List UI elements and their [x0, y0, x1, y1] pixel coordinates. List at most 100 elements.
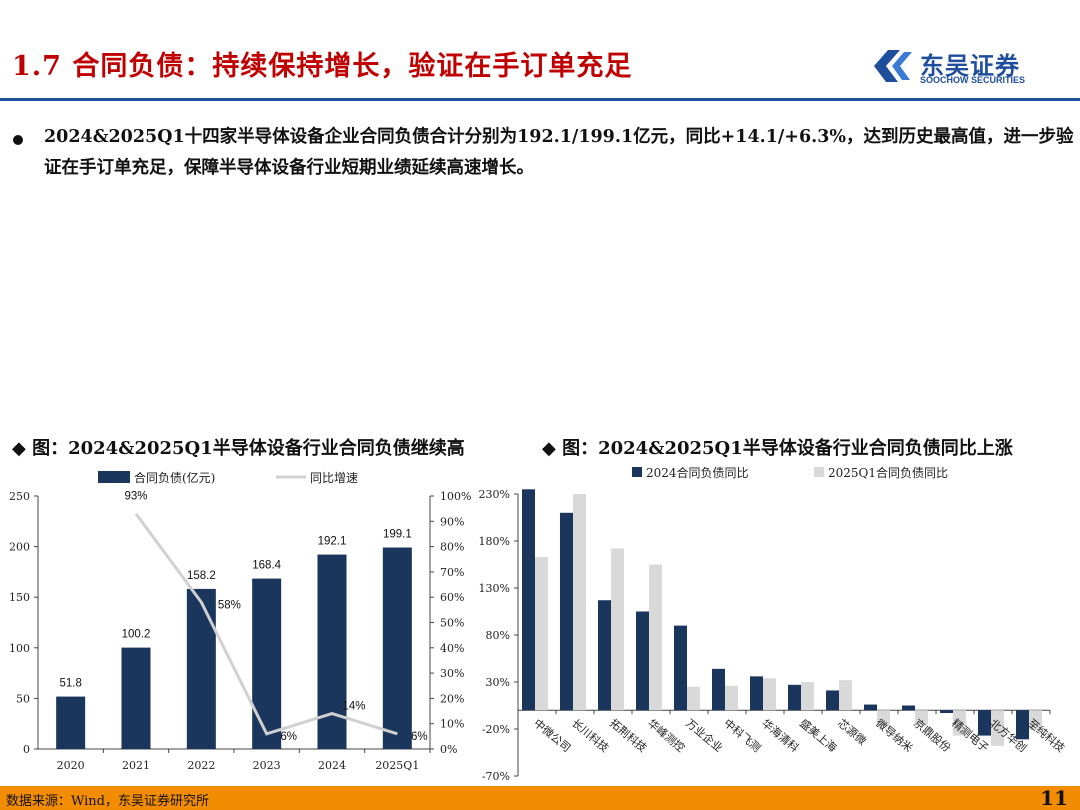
growth-value-label: 14%: [342, 701, 365, 713]
bar-华海清科-2024: [750, 676, 763, 711]
bar-中微公司-2024: [522, 489, 535, 711]
legend-swatch-2025q1: [814, 467, 824, 477]
y-tick-label: -20%: [482, 723, 510, 736]
legend-swatch-bars: [98, 471, 130, 483]
y-tick-label: 230%: [479, 488, 510, 501]
bar-微导纳米-2024: [864, 704, 877, 711]
x-tick-label: 中微公司: [531, 716, 574, 755]
bar-value-label: 168.4: [252, 560, 281, 572]
y-tick-label-left: 150: [9, 591, 30, 604]
chart-yoy-growth: 2024合同负债同比 2025Q1合同负债同比 230% 180% 130% 80% 30%…: [479, 465, 1068, 783]
bar-2021: [121, 647, 151, 749]
x-tick-label: 至纯科技: [1025, 716, 1068, 755]
bullet-icon: [13, 135, 23, 145]
bar-value-label: 192.1: [318, 536, 347, 548]
footer-source: 数据来源：Wind，东吴证券研究所: [6, 794, 209, 809]
logo-mark-icon: [874, 50, 912, 82]
y-tick-label-right: 0%: [440, 743, 457, 756]
legend-label-line: 同比增速: [310, 471, 358, 485]
x-tick-label: 万业企业: [683, 716, 726, 755]
y-tick-label-right: 40%: [440, 642, 464, 655]
legend-label-2024: 2024合同负债同比: [646, 465, 749, 480]
y-tick-label: 130%: [479, 582, 510, 595]
y-tick-label-right: 90%: [440, 515, 464, 528]
bar-value-label: 199.1: [383, 529, 412, 541]
bar-北方华创-2025q1: [991, 710, 1004, 746]
growth-value-label: 6%: [411, 731, 428, 743]
bar-至纯科技-2025q1: [1029, 710, 1042, 730]
y-tick-label-right: 60%: [440, 591, 464, 604]
x-tick-label: 芯源微: [835, 716, 869, 748]
chart1-title: ◆ 图：2024&2025Q1半导体设备行业合同负债继续高: [12, 438, 465, 459]
bar-精测电子-2025q1: [953, 710, 966, 736]
bar-value-label: 100.2: [122, 629, 151, 641]
growth-line: [134, 512, 398, 736]
bar-2020: [56, 696, 86, 749]
y-tick-label: -70%: [482, 770, 510, 783]
bar-万业企业-2025q1: [687, 686, 700, 711]
y-tick-label: 180%: [479, 535, 510, 548]
x-tick-label: 拓荆科技: [607, 716, 650, 755]
bar-微导纳米-2025q1: [877, 710, 890, 727]
legend-swatch-2024: [632, 467, 642, 477]
bar-中微公司-2025q1: [535, 556, 548, 711]
bar-中科飞测-2025q1: [725, 685, 738, 711]
growth-value-label: 93%: [124, 491, 147, 503]
bar-万业企业-2024: [674, 625, 687, 711]
chart2-title: ◆ 图：2024&2025Q1半导体设备行业合同负债同比上涨: [542, 438, 1013, 459]
x-tick-label: 2020: [57, 759, 85, 772]
footer-bar: 数据来源：Wind，东吴证券研究所 11: [0, 786, 1080, 810]
page-title: 1.7 合同负债：持续保持增长，验证在手订单充足: [12, 51, 633, 82]
y-tick-label-left: 0: [23, 743, 30, 756]
x-tick-label: 京鼎股份: [911, 716, 954, 755]
x-tick-label: 微导纳米: [873, 716, 916, 755]
y-tick-label-right: 70%: [440, 566, 464, 579]
y-tick-label-right: 100%: [440, 490, 471, 503]
y-tick-label-right: 30%: [440, 667, 464, 680]
x-tick-label: 2024: [318, 759, 346, 772]
summary-paragraph: 2024&2025Q1十四家半导体设备企业合同负债合计分别为192.1/199.…: [44, 127, 1074, 178]
bar-2023: [252, 578, 282, 749]
legend-label-2025q1: 2025Q1合同负债同比: [828, 465, 948, 480]
bar-京鼎股份-2024: [902, 705, 915, 711]
bar-芯源微-2025q1: [839, 680, 852, 711]
bar-盛美上海-2025q1: [801, 682, 814, 711]
x-tick-label: 2022: [187, 759, 215, 772]
x-tick-label: 华峰测控: [645, 716, 688, 755]
chart-contract-liabilities: 合同负债(亿元) 同比增速 0 50 100 150 200 250 0% 10% 20% 30% 40…: [9, 470, 471, 772]
logo-text-cn: 东吴证券: [920, 52, 1020, 80]
bar-盛美上海-2024: [788, 684, 801, 711]
bar-华峰测控-2025q1: [649, 564, 662, 711]
bar-拓荆科技-2024: [598, 600, 611, 711]
y-tick-label-right: 20%: [440, 692, 464, 705]
x-tick-label: 2023: [253, 759, 281, 772]
legend-label-bars: 合同负债(亿元): [134, 470, 215, 485]
bar-北方华创-2024: [978, 710, 991, 736]
bar-华海清科-2025q1: [763, 678, 776, 711]
bar-2024: [317, 554, 347, 749]
page-number: 11: [1040, 786, 1068, 810]
bar-中科飞测-2024: [712, 668, 725, 711]
y-tick-label-right: 10%: [440, 718, 464, 731]
header-rule: [0, 98, 1080, 101]
x-tick-label: 长川科技: [569, 716, 612, 755]
bar-京鼎股份-2025q1: [915, 710, 928, 725]
bar-长川科技-2025q1: [573, 494, 586, 711]
bar-至纯科技-2024: [1016, 710, 1029, 740]
y-tick-label-left: 100: [9, 642, 30, 655]
bar-精测电子-2024: [940, 710, 953, 714]
bar-2022: [186, 588, 216, 749]
y-tick-label-left: 200: [9, 541, 30, 554]
x-tick-label: 盛美上海: [797, 716, 840, 755]
growth-value-label: 58%: [218, 599, 241, 611]
x-tick-label: 华海清科: [759, 716, 802, 755]
y-tick-label-right: 50%: [440, 617, 464, 630]
y-tick-label-left: 50: [16, 692, 30, 705]
growth-value-label: 6%: [280, 731, 297, 743]
y-tick-label-left: 250: [9, 490, 30, 503]
bar-value-label: 51.8: [59, 678, 81, 690]
bar-拓荆科技-2025q1: [611, 548, 624, 711]
x-tick-label: 2021: [122, 759, 150, 772]
x-tick-label: 中科飞测: [721, 716, 764, 755]
bar-长川科技-2024: [560, 512, 573, 711]
